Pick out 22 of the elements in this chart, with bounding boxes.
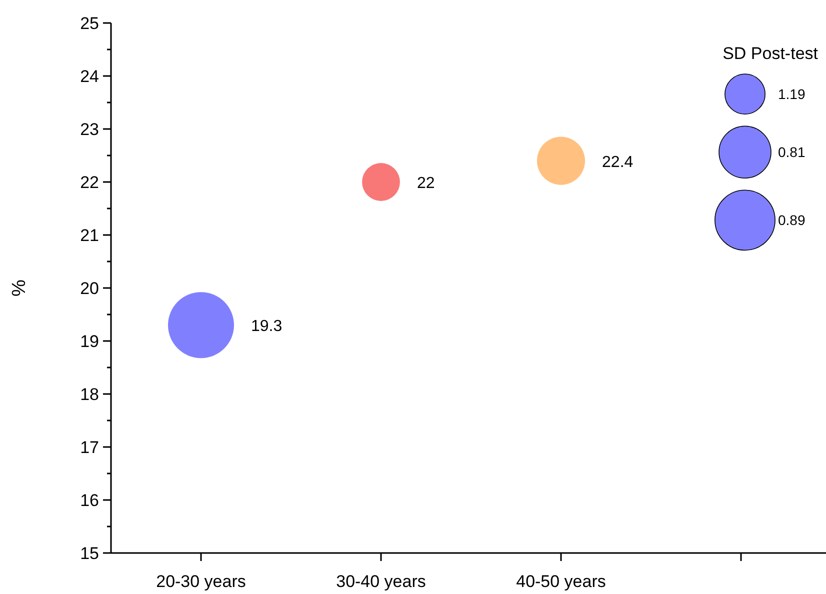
x-tick-label: 30-40 years (336, 572, 426, 591)
data-label: 19.3 (251, 318, 282, 336)
y-tick-label: 21 (80, 226, 99, 245)
y-tick-label: 23 (80, 120, 99, 139)
y-tick-label: 17 (80, 438, 99, 457)
legend-label: 0.81 (778, 144, 806, 160)
y-tick-label: 15 (80, 544, 99, 563)
y-tick-label: 24 (80, 67, 99, 86)
legend-label: 0.89 (778, 212, 806, 228)
x-tick-label: 20-30 years (156, 572, 246, 591)
y-tick-label: 22 (80, 173, 99, 192)
data-label: 22 (416, 175, 435, 192)
legend-title: SD Post-test (722, 44, 818, 63)
y-tick-label: 16 (80, 491, 99, 510)
y-tick-label: 25 (80, 14, 99, 33)
y-axis-title: % (9, 279, 30, 296)
y-tick-label: 18 (80, 385, 99, 404)
x-tick-label: 40-50 years (516, 572, 606, 591)
y-tick-label: 19 (80, 332, 99, 351)
legend-label: 1.19 (778, 86, 806, 102)
data-label: 22.4 (602, 154, 634, 171)
y-tick-label: 20 (80, 279, 99, 298)
